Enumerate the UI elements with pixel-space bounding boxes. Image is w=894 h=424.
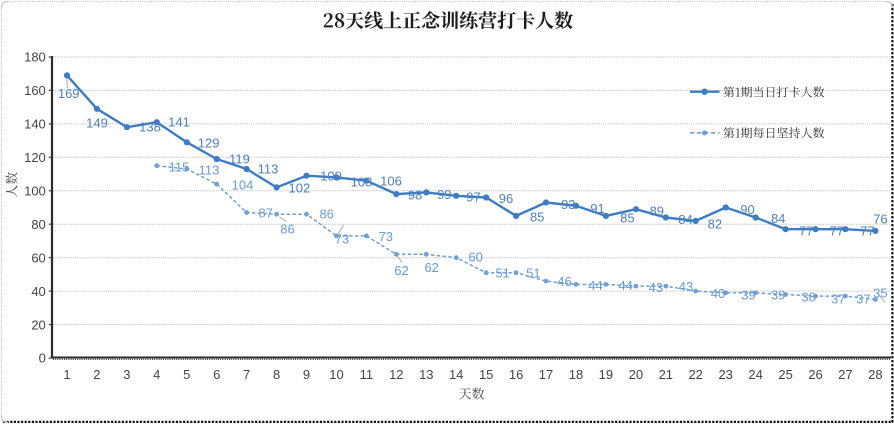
svg-text:40: 40 (31, 284, 45, 299)
svg-text:90: 90 (740, 202, 754, 217)
svg-text:51: 51 (526, 266, 540, 281)
svg-text:1: 1 (63, 367, 70, 382)
svg-text:16: 16 (509, 367, 523, 382)
svg-text:108: 108 (351, 175, 373, 190)
svg-text:62: 62 (394, 263, 408, 278)
svg-text:169: 169 (58, 86, 80, 101)
svg-text:86: 86 (319, 206, 333, 221)
svg-text:113: 113 (258, 162, 279, 177)
svg-text:77: 77 (860, 223, 874, 238)
svg-text:98: 98 (408, 188, 422, 203)
svg-text:23: 23 (718, 367, 732, 382)
svg-text:15: 15 (479, 367, 493, 382)
svg-text:113: 113 (199, 163, 220, 178)
svg-text:104: 104 (232, 178, 254, 193)
svg-text:60: 60 (468, 250, 482, 265)
svg-text:129: 129 (198, 136, 220, 151)
svg-text:35: 35 (873, 285, 887, 300)
svg-text:24: 24 (748, 367, 762, 382)
svg-text:140: 140 (24, 117, 46, 132)
svg-text:38: 38 (801, 289, 815, 304)
svg-text:39: 39 (771, 287, 785, 302)
svg-text:160: 160 (24, 83, 46, 98)
svg-text:44: 44 (588, 278, 602, 293)
svg-text:115: 115 (169, 160, 190, 175)
svg-text:8: 8 (273, 367, 280, 382)
svg-text:21: 21 (659, 367, 673, 382)
svg-text:86: 86 (280, 221, 294, 236)
svg-text:106: 106 (380, 174, 402, 189)
svg-text:10: 10 (329, 367, 343, 382)
svg-text:60: 60 (31, 250, 45, 265)
svg-text:18: 18 (569, 367, 583, 382)
svg-text:51: 51 (495, 266, 509, 281)
svg-text:6: 6 (213, 367, 220, 382)
svg-text:13: 13 (419, 367, 433, 382)
svg-text:9: 9 (303, 367, 310, 382)
svg-text:76: 76 (873, 211, 887, 226)
svg-text:180: 180 (24, 50, 46, 65)
svg-text:26: 26 (808, 367, 822, 382)
svg-text:39: 39 (741, 287, 755, 302)
svg-text:4: 4 (153, 367, 160, 382)
svg-text:85: 85 (530, 210, 544, 225)
svg-text:5: 5 (183, 367, 190, 382)
svg-text:109: 109 (320, 168, 342, 183)
svg-text:93: 93 (561, 197, 575, 212)
svg-text:96: 96 (499, 191, 513, 206)
svg-text:43: 43 (649, 280, 663, 295)
svg-text:7: 7 (243, 367, 250, 382)
svg-text:99: 99 (437, 187, 451, 202)
svg-text:97: 97 (466, 189, 480, 204)
svg-text:28: 28 (868, 367, 882, 382)
svg-text:62: 62 (424, 260, 438, 275)
svg-text:3: 3 (123, 367, 130, 382)
svg-text:20: 20 (31, 317, 45, 332)
svg-text:43: 43 (679, 279, 693, 294)
svg-text:73: 73 (335, 232, 349, 247)
svg-text:25: 25 (778, 367, 792, 382)
svg-text:100: 100 (24, 184, 46, 199)
svg-text:0: 0 (39, 351, 46, 366)
svg-text:84: 84 (678, 212, 692, 227)
svg-text:82: 82 (708, 217, 722, 232)
svg-text:22: 22 (688, 367, 702, 382)
svg-text:91: 91 (590, 201, 604, 216)
svg-text:44: 44 (618, 278, 632, 293)
svg-text:84: 84 (771, 211, 785, 226)
svg-text:85: 85 (620, 211, 634, 226)
svg-text:14: 14 (449, 367, 463, 382)
svg-text:120: 120 (24, 150, 46, 165)
svg-text:27: 27 (838, 367, 852, 382)
svg-text:149: 149 (86, 116, 108, 131)
svg-text:37: 37 (856, 291, 870, 306)
svg-text:40: 40 (711, 286, 725, 301)
svg-text:2: 2 (93, 367, 100, 382)
svg-text:119: 119 (229, 152, 250, 167)
svg-text:89: 89 (650, 204, 664, 219)
svg-text:17: 17 (539, 367, 553, 382)
svg-text:77: 77 (799, 223, 813, 238)
svg-text:77: 77 (829, 223, 843, 238)
svg-text:46: 46 (557, 274, 571, 289)
svg-text:102: 102 (289, 181, 311, 196)
svg-text:37: 37 (831, 291, 845, 306)
svg-text:11: 11 (360, 367, 374, 382)
svg-text:138: 138 (139, 120, 161, 135)
svg-text:87: 87 (258, 206, 272, 221)
svg-text:20: 20 (629, 367, 643, 382)
svg-text:12: 12 (389, 367, 403, 382)
svg-text:80: 80 (31, 217, 45, 232)
svg-text:141: 141 (168, 115, 190, 130)
svg-text:73: 73 (379, 229, 393, 244)
svg-text:19: 19 (599, 367, 613, 382)
